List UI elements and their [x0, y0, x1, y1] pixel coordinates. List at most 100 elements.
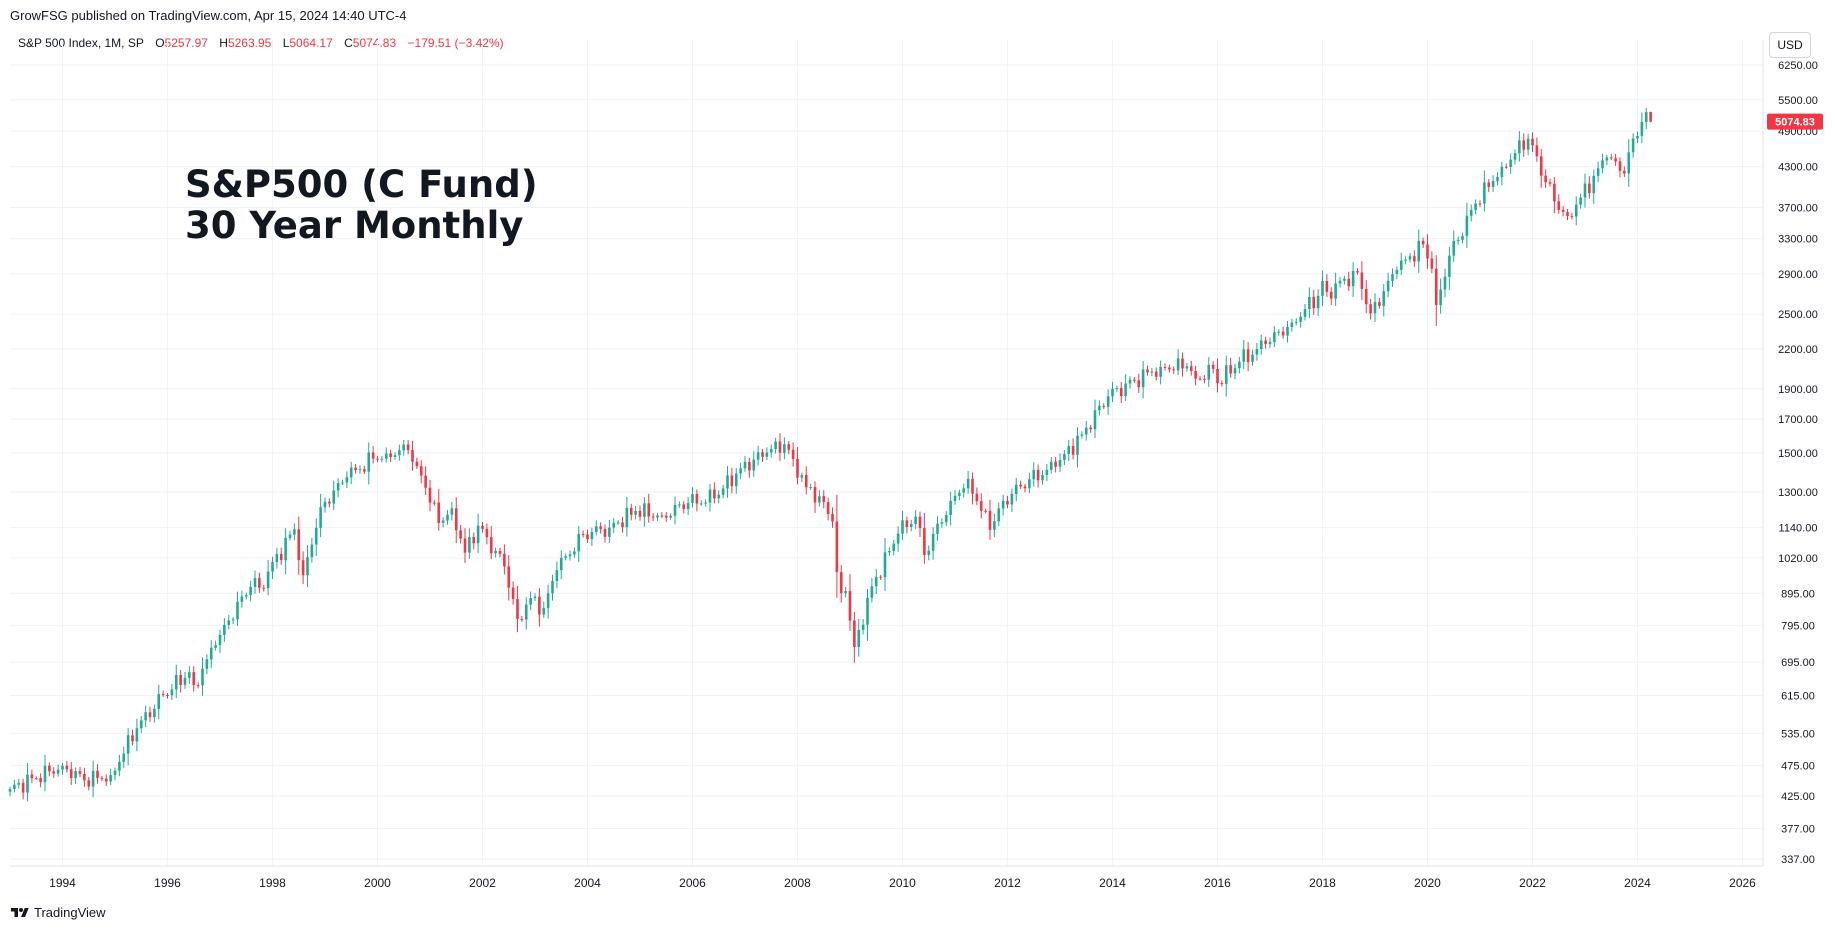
- candle-up: [358, 465, 362, 474]
- candle-up: [818, 490, 821, 507]
- candle-up: [708, 483, 712, 512]
- candle-body: [734, 473, 738, 487]
- candle-down: [835, 494, 839, 598]
- candle-body: [603, 529, 607, 537]
- candle-down: [1019, 480, 1022, 490]
- candle-body: [678, 504, 681, 506]
- candle-down: [1356, 268, 1359, 275]
- candle-body: [931, 533, 935, 551]
- candle-up: [962, 483, 966, 498]
- legend-open-value: 5257.97: [164, 36, 208, 50]
- time-tick-label: 1998: [259, 876, 286, 890]
- candle-up: [1509, 153, 1512, 174]
- candle-body: [1106, 396, 1110, 407]
- candle-body: [1146, 369, 1149, 373]
- candle-up: [174, 664, 178, 699]
- candle-down: [1609, 153, 1613, 161]
- candle-down: [1246, 342, 1250, 372]
- candle-body: [529, 598, 532, 605]
- candle-down: [1189, 360, 1193, 376]
- candle-body: [769, 449, 773, 453]
- candle-down: [971, 472, 974, 505]
- candle-body: [1281, 331, 1285, 336]
- candle-body: [34, 778, 38, 780]
- currency-button[interactable]: USD: [1769, 32, 1811, 58]
- candle-body: [1504, 166, 1508, 168]
- candle-up: [993, 513, 996, 538]
- candle-down: [166, 692, 169, 699]
- candle-body: [384, 453, 388, 459]
- candle-body: [1172, 369, 1176, 371]
- candle-body: [1251, 354, 1254, 362]
- candle-up: [608, 519, 611, 543]
- time-tick-label: 2008: [784, 876, 811, 890]
- candle-body: [1557, 201, 1561, 210]
- candle-up: [1474, 199, 1477, 215]
- candle-body: [804, 474, 808, 488]
- candle-body: [122, 753, 126, 762]
- candle-down: [1522, 133, 1526, 157]
- candle-body: [288, 534, 292, 538]
- candle-down: [1413, 250, 1416, 267]
- candle-body: [1583, 183, 1587, 198]
- candle-down: [1535, 137, 1539, 162]
- annotation-line-2: 30 Year Monthly: [185, 204, 524, 247]
- candle-body: [21, 782, 25, 793]
- candle-up: [739, 462, 742, 480]
- candle-body: [30, 774, 34, 779]
- candle-up: [201, 657, 204, 696]
- candle-body: [625, 507, 629, 528]
- candle-body: [1513, 153, 1517, 160]
- candle-up: [844, 587, 847, 598]
- candle-up: [380, 456, 384, 463]
- candle-body: [791, 449, 795, 459]
- price-tick-label: 6250.00: [1778, 60, 1818, 72]
- candle-down: [148, 706, 152, 722]
- candle-body: [909, 524, 913, 528]
- time-tick-label: 2018: [1309, 876, 1336, 890]
- legend-open-label: O: [155, 36, 165, 50]
- candle-down: [507, 555, 511, 601]
- candle-body: [1028, 479, 1031, 489]
- candle-body: [835, 521, 839, 573]
- candle-body: [1623, 170, 1626, 174]
- candle-body: [1312, 296, 1316, 309]
- candle-down: [1071, 438, 1075, 460]
- time-tick-label: 1994: [49, 876, 76, 890]
- candle-down: [371, 446, 375, 464]
- candle-body: [901, 520, 904, 534]
- candle-down: [1369, 298, 1372, 320]
- candle-up: [721, 484, 725, 499]
- candle-up: [1417, 229, 1421, 274]
- candle-body: [192, 672, 196, 686]
- candle-up: [914, 509, 917, 530]
- candle-up: [253, 570, 257, 594]
- candle-body: [481, 525, 484, 529]
- candle-up: [61, 762, 64, 775]
- candle-body: [594, 526, 598, 533]
- time-tick-label: 2016: [1204, 876, 1231, 890]
- candle-down: [1220, 380, 1224, 387]
- candle-up: [144, 705, 147, 728]
- candle-body: [139, 720, 143, 729]
- time-tick-label: 2002: [469, 876, 496, 890]
- candle-body: [1417, 240, 1421, 262]
- candle-body: [1588, 183, 1591, 194]
- price-tick-label: 795.00: [1781, 621, 1815, 633]
- candle-up: [936, 516, 939, 541]
- candle-up: [1115, 385, 1119, 392]
- candle-down: [1216, 358, 1219, 393]
- legend-symbol[interactable]: S&P 500 Index, 1M, SP: [18, 36, 144, 50]
- candle-body: [1364, 288, 1368, 305]
- candle-down: [415, 457, 419, 470]
- candle-body: [1491, 181, 1495, 187]
- candle-up: [1010, 488, 1014, 512]
- candle-up: [1176, 349, 1180, 376]
- candle-body: [621, 522, 624, 528]
- candle-body: [1229, 365, 1232, 374]
- candle-body: [1640, 122, 1644, 136]
- candle-up: [1491, 175, 1495, 192]
- candle-up: [1395, 266, 1399, 280]
- candle-body: [1001, 500, 1005, 509]
